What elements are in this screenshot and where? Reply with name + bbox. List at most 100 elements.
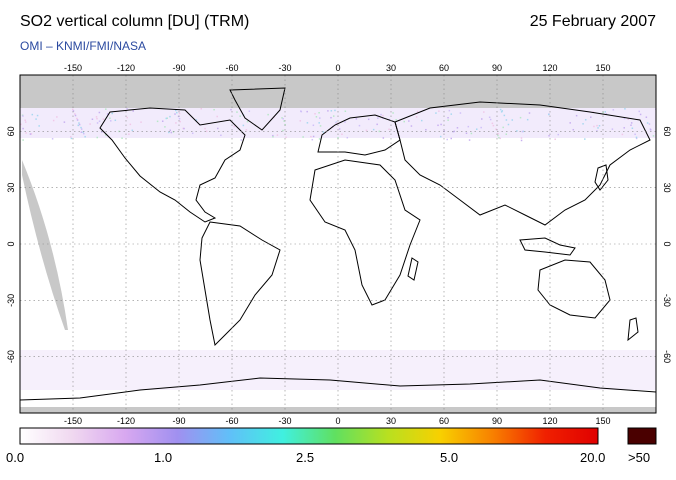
coastlines [20, 87, 656, 401]
lon-tick-label: -90 [172, 416, 185, 426]
noise-pixel [169, 115, 171, 118]
noise-pixel [100, 131, 103, 133]
noise-pixel [230, 108, 232, 111]
coast-japan [594, 164, 609, 191]
coast-new-zealand [627, 317, 639, 342]
noise-pixel [528, 112, 531, 114]
noise-pixel [500, 111, 503, 113]
lat-ticks-left: 60 30 0 -30 -60 [6, 126, 16, 363]
noise-pixel [179, 120, 181, 123]
noise-pixel [177, 115, 180, 118]
noise-pixel [623, 117, 626, 120]
noise-pixel [470, 132, 473, 135]
noise-pixel [175, 109, 177, 112]
noise-pixel [165, 117, 168, 120]
noise-pixel [456, 127, 459, 129]
noise-pixel [205, 130, 208, 133]
noise-pixel [52, 119, 55, 122]
noise-pixel [126, 108, 128, 110]
noise-pixel [80, 126, 82, 129]
noise-pixel [624, 108, 626, 110]
noise-pixel [318, 112, 320, 114]
noise-pixel [502, 126, 504, 129]
lat-tick-label: -30 [6, 294, 16, 307]
noise-pixel [236, 111, 238, 113]
noise-pixel [467, 125, 470, 128]
noise-pixel [36, 114, 39, 117]
noise-pixel [519, 116, 522, 119]
lon-tick-label: 30 [386, 63, 396, 73]
noise-pixel [51, 138, 54, 140]
noise-pixel [612, 109, 615, 111]
noise-pixel [98, 111, 101, 114]
lat-tick-label: 60 [662, 126, 672, 136]
noise-pixel [437, 124, 439, 127]
noise-pixel [104, 134, 107, 136]
lon-ticks-bottom: -150 -120 -90 -60 -30 0 30 60 90 120 150 [64, 416, 611, 426]
lon-tick-label: 120 [542, 416, 557, 426]
noise-pixel [596, 124, 598, 127]
noise-pixel [176, 111, 178, 114]
noise-pixel [522, 130, 525, 133]
noise-pixel [511, 119, 514, 121]
noise-pixel [30, 133, 33, 135]
noise-pixel [166, 117, 168, 119]
noise-pixel [584, 119, 587, 121]
noise-pixel [638, 110, 640, 113]
noise-pixel [630, 124, 632, 126]
noise-pixel [178, 112, 181, 115]
noise-pixel [22, 139, 24, 141]
noise-pixel [503, 114, 506, 117]
noise-pixel [164, 126, 166, 128]
noise-pixel [575, 114, 578, 117]
noise-pixel [438, 110, 440, 112]
lon-tick-label: 90 [492, 416, 502, 426]
noise-pixel [174, 113, 176, 115]
lat-tick-label: 30 [662, 183, 672, 193]
noise-pixel [332, 115, 335, 117]
noise-pixel [450, 113, 453, 115]
colorbar-label-4: 20.0 [580, 450, 606, 465]
noise-pixel [635, 137, 638, 140]
noise-pixel [584, 138, 586, 140]
noise-pixel [183, 127, 185, 130]
noise-pixel [170, 131, 173, 134]
noise-pixel [420, 119, 423, 122]
noise-pixel [102, 118, 105, 120]
coast-indonesia [519, 237, 576, 256]
noise-pixel [195, 119, 198, 121]
noise-pixel [72, 108, 74, 111]
noise-pixel [318, 138, 321, 140]
lon-tick-label: 60 [439, 416, 449, 426]
noise-pixel [596, 130, 598, 132]
noise-pixel [337, 137, 339, 139]
lon-tick-label: -60 [225, 416, 238, 426]
noise-pixel [76, 119, 79, 121]
noise-pixel [220, 134, 222, 137]
noise-pixel [468, 139, 471, 141]
noise-pixel [63, 121, 66, 123]
noise-pixel [639, 113, 642, 116]
noise-pixel [415, 116, 418, 118]
lon-tick-label: 0 [335, 416, 340, 426]
noise-pixel [56, 116, 58, 118]
noise-pixel [306, 110, 308, 113]
noise-pixel [312, 135, 315, 138]
noise-pixel [623, 127, 625, 129]
noise-pixel [35, 118, 37, 120]
noise-pixel [611, 128, 614, 130]
lon-tick-label: -120 [117, 63, 135, 73]
noise-pixel [216, 115, 218, 118]
noise-pixel [335, 121, 338, 123]
noise-pixel [213, 108, 215, 111]
colorbar [19, 427, 599, 445]
noise-pixel [319, 125, 322, 127]
noise-pixel [447, 116, 449, 119]
noise-pixel [507, 123, 510, 126]
noise-pixel [80, 131, 83, 133]
noise-pixel [602, 111, 604, 114]
lon-tick-label: -150 [64, 416, 82, 426]
noise-pixel [376, 123, 378, 126]
noise-pixel [344, 110, 347, 113]
